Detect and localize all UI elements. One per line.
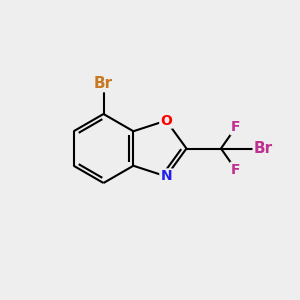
Text: F: F [231,163,241,177]
Text: Br: Br [254,141,273,156]
Text: Br: Br [94,76,113,91]
Text: N: N [160,169,172,183]
Text: O: O [160,114,172,128]
Text: F: F [231,120,241,134]
